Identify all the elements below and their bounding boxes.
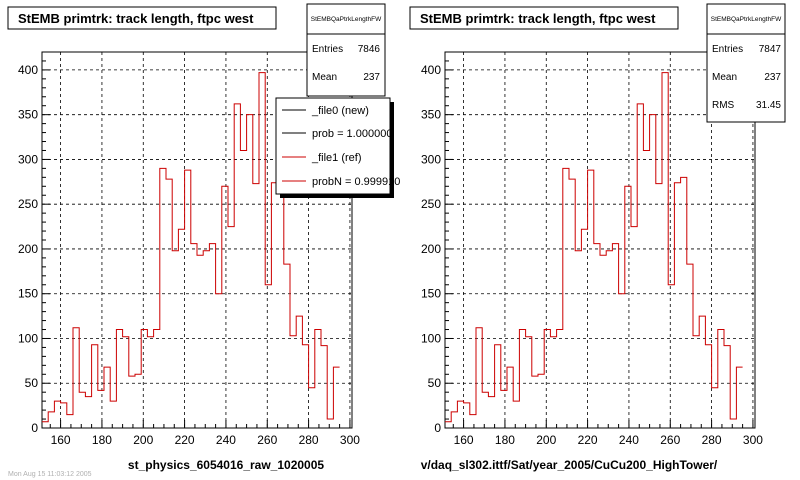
x-tick-label: 280 [702, 433, 722, 447]
y-tick-label: 150 [421, 287, 441, 301]
y-tick-label: 100 [18, 331, 38, 345]
x-tick-label: 260 [257, 433, 277, 447]
x-tick-label: 180 [495, 433, 515, 447]
left-stats-name: StEMBQaPtrkLengthFW [311, 16, 382, 23]
left-title: StEMB primtrk: track length, ftpc west [18, 11, 254, 26]
legend-entry-prob: prob = 1.000000 [282, 128, 392, 140]
right-stats-mean-label: Mean [712, 72, 737, 83]
x-tick-label: 300 [743, 433, 763, 447]
y-tick-label: 200 [421, 242, 441, 256]
x-tick-label: 220 [578, 433, 598, 447]
right-stats-entries-label: Entries [712, 44, 743, 55]
left-axis-ticks [42, 60, 351, 429]
y-tick-label: 50 [25, 376, 39, 390]
y-tick-label: 400 [18, 63, 38, 77]
x-tick-label: 160 [454, 433, 474, 447]
right-caption: v/daq_sl302.ittf/Sat/year_2005/CuCu200_H… [421, 458, 718, 472]
x-tick-label: 200 [536, 433, 556, 447]
y-tick-label: 250 [18, 197, 38, 211]
y-tick-label: 200 [18, 242, 38, 256]
y-tick-label: 0 [31, 421, 38, 435]
legend-entry-new: _file0 (new) [282, 105, 369, 117]
right-y-tick-labels: 0 50 100 150 200 250 300 350 400 [421, 63, 441, 435]
legend-label-prob: prob = 1.000000 [312, 128, 392, 140]
right-stats-entries-value: 7847 [759, 44, 782, 55]
y-tick-label: 100 [421, 331, 441, 345]
histogram-step-line [42, 72, 340, 423]
y-tick-label: 350 [18, 108, 38, 122]
x-tick-label: 180 [92, 433, 112, 447]
y-tick-label: 400 [421, 63, 441, 77]
y-tick-label: 50 [428, 376, 442, 390]
x-tick-label: 220 [175, 433, 195, 447]
right-title-box [409, 6, 679, 30]
y-tick-label: 250 [421, 197, 441, 211]
left-x-tick-labels: 160 180 200 220 240 260 280 300 [51, 433, 361, 447]
right-stats-rms-value: 31.45 [756, 100, 781, 111]
right-axis-ticks [445, 60, 754, 429]
footer-timestamp: Mon Aug 15 11:03:12 2005 [8, 471, 92, 478]
right-stats-name: StEMBQaPtrkLengthFW [711, 16, 782, 23]
right-title: StEMB primtrk: track length, ftpc west [420, 11, 656, 26]
legend-box [275, 97, 391, 195]
left-stats-entries-value: 7846 [358, 44, 381, 55]
left-stats-entries-label: Entries [312, 44, 343, 55]
right-stats-mean-value: 237 [764, 72, 781, 83]
right-stats-box [706, 3, 786, 123]
left-caption: st_physics_6054016_raw_1020005 [128, 458, 324, 472]
x-tick-label: 240 [216, 433, 236, 447]
legend-entry-ref: _file1 (ref) [282, 152, 362, 164]
left-series-ref [42, 72, 340, 423]
legend-label-new: _file0 (new) [311, 105, 369, 117]
left-y-tick-labels: 0 50 100 150 200 250 300 350 400 [18, 63, 38, 435]
right-stats-rms-label: RMS [712, 100, 735, 111]
left-stats-mean-label: Mean [312, 72, 337, 83]
legend-entry-probn: probN = 0.999910 [282, 176, 400, 188]
left-title-box [7, 6, 277, 30]
histogram-step-line [445, 72, 743, 423]
x-tick-label: 300 [340, 433, 360, 447]
legend-label-ref: _file1 (ref) [311, 152, 362, 164]
y-tick-label: 150 [18, 287, 38, 301]
right-x-tick-labels: 160 180 200 220 240 260 280 300 [454, 433, 764, 447]
left-stats-box [306, 3, 386, 97]
y-tick-label: 350 [421, 108, 441, 122]
right-panel: 160 180 200 220 240 260 280 300 0 50 100 150 200 250… [404, 3, 796, 478]
y-tick-label: 300 [18, 152, 38, 166]
x-tick-label: 160 [51, 433, 71, 447]
x-tick-label: 260 [660, 433, 680, 447]
x-tick-label: 280 [299, 433, 319, 447]
x-tick-label: 200 [133, 433, 153, 447]
right-series-ref [445, 72, 743, 423]
legend-label-probn: probN = 0.999910 [312, 176, 400, 188]
left-stats-mean-value: 237 [363, 72, 380, 83]
y-tick-label: 0 [434, 421, 441, 435]
left-panel: 160 180 200 220 240 260 280 300 0 50 100 150 200 250… [5, 3, 400, 478]
x-tick-label: 240 [619, 433, 639, 447]
y-tick-label: 300 [421, 152, 441, 166]
